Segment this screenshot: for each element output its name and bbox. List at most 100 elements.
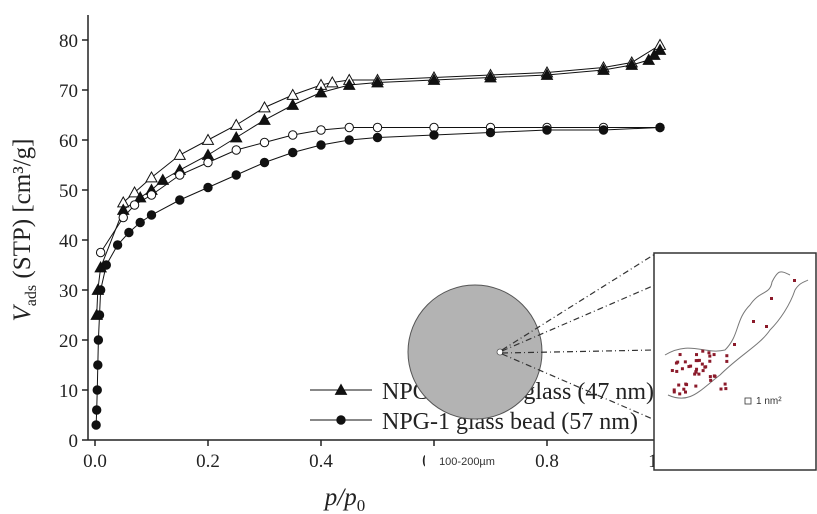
y-label-main: V	[9, 303, 36, 321]
area-square	[744, 397, 752, 405]
molecule	[696, 359, 700, 363]
y-label-sub: ads	[23, 285, 40, 306]
marker	[135, 217, 145, 228]
marker	[94, 310, 105, 320]
marker	[128, 185, 141, 198]
molecule	[733, 343, 736, 346]
marker	[175, 195, 185, 205]
molecule	[765, 325, 768, 328]
marker	[540, 68, 554, 80]
molecule	[712, 374, 716, 378]
y-tick-label: 20	[59, 331, 78, 352]
molecule	[708, 354, 712, 358]
pore-spot	[496, 348, 504, 356]
marker	[91, 405, 102, 415]
y-tick-label: 0	[69, 431, 79, 452]
molecule	[684, 382, 688, 386]
molecules	[670, 279, 796, 396]
marker	[146, 190, 157, 200]
x-tick-label: 0.4	[309, 451, 333, 472]
molecule	[752, 320, 755, 323]
molecule	[687, 365, 691, 369]
x-label-main: p/p	[323, 484, 357, 511]
molecule	[677, 383, 681, 387]
marker	[118, 212, 128, 223]
marker	[334, 383, 348, 395]
y-tick-label: 60	[59, 131, 78, 152]
y-tick-label: 70	[59, 81, 78, 102]
y-axis-label: Vads (STP) [cm³/g]	[9, 139, 40, 322]
molecule	[707, 351, 711, 355]
marker	[91, 420, 101, 430]
molecule	[793, 279, 796, 282]
y-tick-label: 30	[59, 281, 78, 302]
x-tick-label: 0.2	[196, 451, 220, 472]
isotherm-line	[100, 127, 660, 253]
marker	[429, 130, 439, 140]
marker	[655, 122, 665, 133]
marker	[653, 43, 667, 55]
marker	[203, 157, 213, 168]
marker	[336, 415, 346, 425]
marker	[258, 100, 271, 113]
marker	[93, 335, 104, 345]
molecule	[770, 297, 773, 300]
marker	[145, 170, 158, 183]
molecule	[693, 372, 697, 376]
marker	[229, 118, 243, 130]
marker	[286, 98, 300, 110]
marker	[93, 360, 103, 370]
marker	[485, 127, 496, 138]
molecule	[695, 367, 699, 371]
molecule	[725, 359, 729, 363]
marker	[427, 73, 441, 85]
marker	[344, 122, 354, 133]
marker	[316, 125, 326, 135]
molecule	[684, 390, 688, 394]
legend-label: NPG-1 glass bead (57 nm)	[382, 409, 638, 435]
marker	[597, 63, 610, 75]
marker	[372, 122, 383, 133]
marker	[258, 113, 271, 125]
marker	[95, 247, 106, 258]
marker	[484, 70, 497, 83]
marker	[124, 227, 134, 238]
marker	[175, 170, 185, 180]
bead	[407, 284, 543, 420]
marker	[288, 130, 298, 140]
channel-wall	[664, 271, 791, 356]
marker	[156, 173, 170, 185]
molecule	[701, 369, 705, 373]
plot-area: 010203040506070800.00.20.40.60.81.0NPG-1…	[59, 15, 672, 472]
molecule	[712, 353, 716, 357]
molecule	[695, 353, 699, 357]
molecule	[676, 360, 680, 364]
molecule	[675, 369, 679, 373]
x-tick-label: 0.0	[83, 451, 107, 472]
marker	[286, 88, 300, 100]
molecule	[678, 392, 682, 396]
molecule	[694, 384, 698, 388]
marker	[259, 137, 270, 148]
marker	[92, 385, 102, 395]
molecule	[700, 362, 704, 366]
molecule	[701, 349, 705, 353]
marker	[259, 157, 270, 168]
marker	[542, 125, 552, 135]
molecule	[672, 390, 676, 394]
area-label: 1 nm²	[756, 396, 782, 407]
scale-bg	[425, 450, 510, 472]
marker	[316, 140, 326, 150]
inset: 100-200µm 1 nm²	[407, 252, 817, 472]
marker	[101, 260, 112, 270]
molecule	[672, 388, 676, 392]
molecule	[724, 387, 728, 391]
molecule	[670, 369, 674, 373]
x-tick-label: 0.8	[535, 451, 559, 472]
y-tick-label: 80	[59, 31, 78, 52]
molecule	[709, 378, 713, 382]
molecule	[708, 375, 712, 379]
x-axis-label: p/p0	[323, 484, 365, 514]
channel-wall	[667, 279, 809, 399]
